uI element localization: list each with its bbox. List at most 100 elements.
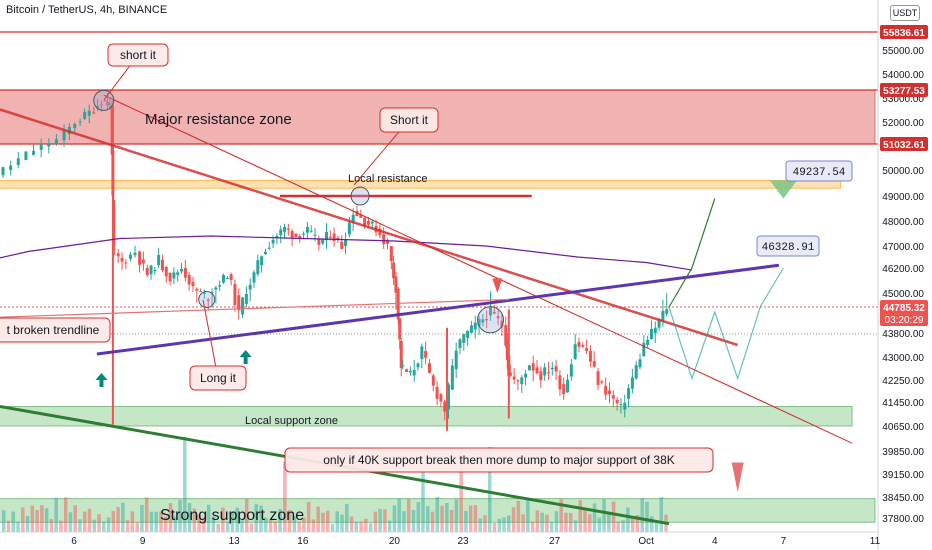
zone-rect [0,498,876,523]
projection-path [668,267,784,381]
candle-body [32,150,36,155]
candle-body [512,376,516,380]
y-tick-label: 39850.00 [882,447,924,458]
zone-label: Major resistance zone [145,111,292,128]
volume-bar [592,503,597,532]
target-label: 46328.91 [756,235,820,257]
candle-body [604,385,608,395]
volume-bar [244,498,249,532]
volume-bar [611,501,616,532]
chart-title: Bitcoin / TetherUS, 4h, BINANCE [6,4,168,16]
candle-body [191,281,195,287]
candle-body [133,252,137,256]
volume-bar [302,517,306,532]
volume-bar [25,516,30,532]
candle-body [160,259,164,271]
candle-body [294,233,298,237]
target-label: 49237.54 [785,160,853,182]
volume-bar [173,516,178,532]
volume-bar [478,518,482,532]
volume-bar [483,515,487,532]
volume-bar [73,505,77,532]
candle-body [214,287,218,290]
highlight-circle [198,291,216,309]
candle-body [54,139,58,144]
volume-bar [40,505,44,532]
candle-body [611,395,615,399]
volume-bar [540,512,544,532]
volume-bar [140,504,144,532]
candle-body [592,361,596,367]
volume-bar [368,523,373,532]
volume-bar [559,498,563,532]
candle-body [399,341,403,369]
target-box [756,235,820,257]
volume-bar [202,517,206,532]
candle-body [199,290,203,292]
volume-bar [325,510,330,532]
volume-bar [144,497,149,532]
price-tag-bg [880,25,928,39]
volume-bar [283,462,287,532]
candle-body [347,222,351,235]
candle-body [619,403,623,405]
candle-body [615,399,619,404]
candle-body [596,371,600,385]
highlight-circle [350,186,370,206]
volume-bar [630,516,635,532]
volume-bar [430,511,435,532]
price-tag-text: 53277.53 [883,86,925,97]
x-tick-label: 6 [71,536,77,547]
volume-bar [411,510,416,532]
callout-text: t broken trendline [7,323,100,337]
long-signal-arrow [239,350,252,364]
candle-body [241,297,245,315]
candle-body [47,144,51,147]
zone-rect [0,179,842,189]
y-tick-label: 40650.00 [882,422,924,433]
volume-bar [264,517,268,532]
volume-bar [163,516,168,532]
volume-bar [259,505,263,532]
annotation-callout: only if 40K support break then more dump… [284,447,714,473]
volume-bar [321,512,325,532]
volume-bar [521,514,525,532]
volume-bar [230,511,235,532]
volume-bar [535,510,540,532]
candle-body [505,340,509,361]
candle-body [401,365,405,367]
candle-body [328,236,332,238]
candle-body [649,328,653,339]
candle-body [187,274,191,285]
volume-bar [588,514,592,532]
candle-body [396,288,400,320]
candle-body [588,351,592,362]
y-tick-label: 53000.00 [882,94,924,105]
volume-bar [87,508,92,532]
candle-body [229,274,233,281]
volume-bar [349,516,354,532]
projection-up-path [668,198,716,308]
volume-bar [421,472,425,532]
currency-badge[interactable]: USDT [890,5,920,21]
volume-bar [278,508,282,532]
candle-body [263,251,267,255]
volume-bar [468,505,473,532]
candle-body [581,345,585,347]
candle-body [539,371,543,381]
volume-bar [78,519,82,532]
x-tick-label: 20 [389,536,401,547]
descending-trendline [103,94,853,444]
target-text: 49237.54 [793,167,846,179]
candle-body [283,227,287,232]
volume-bar [530,521,535,532]
y-tick-label: 49000.00 [882,192,924,203]
candle-body [447,384,451,410]
volume-bar [649,516,654,532]
y-tick-label: 41450.00 [882,398,924,409]
candle-body [630,377,634,389]
short-signal-arrow [492,278,503,293]
candle-body [642,342,646,356]
volume-bar [597,517,602,532]
